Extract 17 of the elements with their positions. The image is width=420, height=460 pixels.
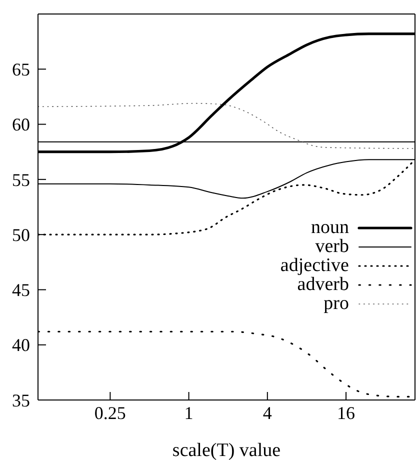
x-tick-label: 1 [184, 402, 194, 423]
y-tick-label: 55 [12, 170, 30, 190]
y-tick-label: 50 [12, 224, 30, 245]
y-tick-label: 65 [12, 60, 30, 80]
y-tick-label: 35 [12, 390, 30, 410]
x-tick-label: 4 [262, 402, 272, 423]
legend-label: adverb [297, 274, 349, 295]
y-tick-label: 60 [12, 114, 30, 135]
legend-label: adjective [280, 255, 349, 276]
x-tick-label: 16 [337, 402, 356, 423]
x-axis-title: scale(T) value [172, 440, 281, 460]
legend-label: verb [315, 236, 349, 257]
y-tick-label: 40 [12, 335, 30, 356]
legend-label: noun [311, 217, 349, 238]
y-tick-label: 45 [12, 280, 30, 300]
legend-label: pro [324, 293, 349, 314]
x-tick-label: 0.25 [94, 402, 126, 423]
